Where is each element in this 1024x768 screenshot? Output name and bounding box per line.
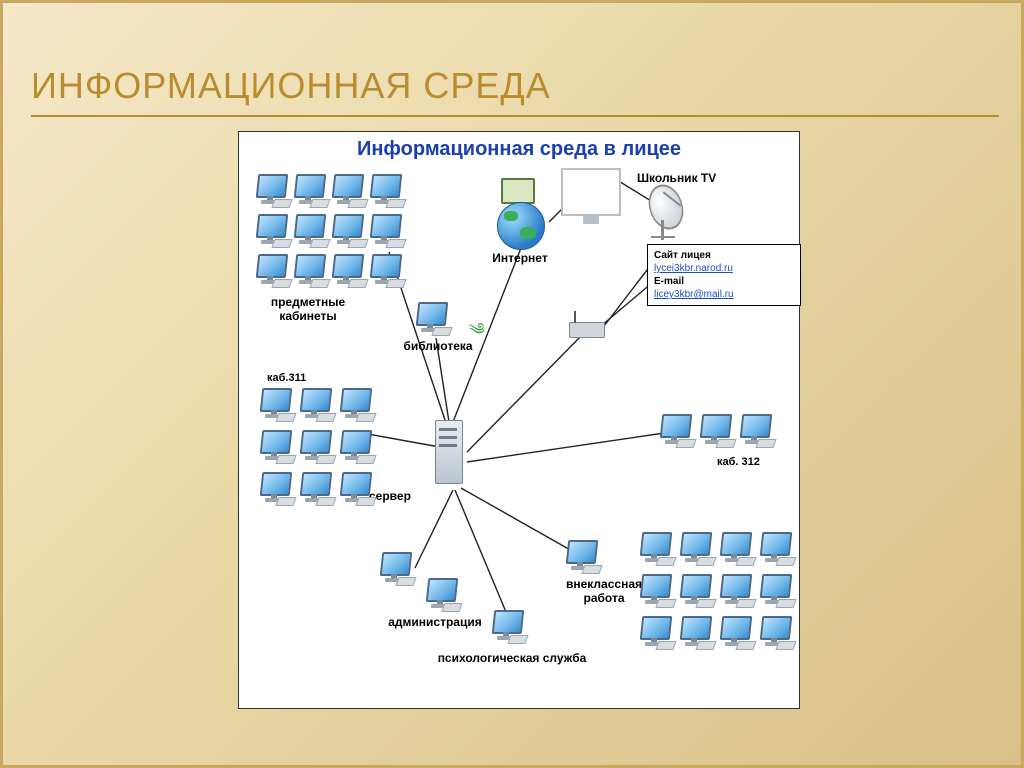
label-library: библиотека bbox=[393, 340, 483, 354]
computer-icon bbox=[639, 532, 673, 566]
computer-icon bbox=[331, 254, 365, 288]
label-admin: администрация bbox=[375, 616, 495, 630]
computer-icon bbox=[339, 430, 373, 464]
email-label: E-mail bbox=[654, 276, 684, 287]
computer-icon bbox=[679, 616, 713, 650]
computer-icon bbox=[255, 174, 289, 208]
computer-icon bbox=[759, 616, 793, 650]
computer-icon bbox=[331, 174, 365, 208]
site-label: Сайт лицея bbox=[654, 250, 711, 261]
label-psych: психологическая служба bbox=[437, 652, 587, 666]
computer-icon bbox=[369, 214, 403, 248]
computer-icon bbox=[659, 414, 693, 448]
computer-icon bbox=[565, 540, 599, 574]
computer-icon bbox=[339, 388, 373, 422]
label-tv: Школьник TV bbox=[637, 172, 747, 186]
computer-icon bbox=[259, 388, 293, 422]
label-kab312: каб. 312 bbox=[717, 456, 787, 469]
diagram-title: Информационная среда в лицее bbox=[239, 138, 799, 161]
computer-icon bbox=[759, 532, 793, 566]
computer-icon bbox=[679, 574, 713, 608]
computer-icon bbox=[639, 574, 673, 608]
contact-info-box: Сайт лицея lycei3kbr.narod.ru E-mail lic… bbox=[647, 244, 801, 306]
title-underline bbox=[31, 115, 999, 117]
computer-icon bbox=[339, 472, 373, 506]
computer-icon bbox=[379, 552, 413, 586]
computer-icon bbox=[299, 430, 333, 464]
label-kab311: каб.311 bbox=[267, 372, 327, 385]
computer-icon bbox=[259, 430, 293, 464]
label-server: сервер bbox=[369, 490, 429, 504]
computer-icon bbox=[699, 414, 733, 448]
router-icon bbox=[569, 322, 605, 338]
computer-icon bbox=[739, 414, 773, 448]
globe-icon bbox=[497, 202, 545, 250]
network-diagram: Информационная среда в лицее Интернет Шк… bbox=[238, 131, 800, 709]
computer-icon bbox=[293, 254, 327, 288]
computer-icon bbox=[293, 174, 327, 208]
computer-icon bbox=[255, 214, 289, 248]
computer-icon bbox=[719, 532, 753, 566]
computer-icon bbox=[299, 472, 333, 506]
satellite-dish-icon bbox=[639, 180, 699, 240]
computer-icon bbox=[299, 388, 333, 422]
slide: ИНФОРМАЦИОННАЯ СРЕДА Информационная сред… bbox=[0, 0, 1024, 768]
computer-icon bbox=[425, 578, 459, 612]
computer-icon bbox=[293, 214, 327, 248]
internet-pc-icon bbox=[501, 178, 535, 204]
computer-icon bbox=[719, 574, 753, 608]
projector-screen-icon bbox=[561, 168, 621, 216]
computer-icon bbox=[639, 616, 673, 650]
site-link[interactable]: lycei3kbr.narod.ru bbox=[654, 263, 733, 274]
label-internet: Интернет bbox=[485, 252, 555, 266]
computer-icon bbox=[331, 214, 365, 248]
label-subject-rooms: предметные кабинеты bbox=[253, 296, 363, 324]
computer-icon bbox=[255, 254, 289, 288]
email-link[interactable]: licey3kbr@mail.ru bbox=[654, 289, 734, 300]
slide-title: ИНФОРМАЦИОННАЯ СРЕДА bbox=[31, 65, 551, 107]
computer-icon bbox=[415, 302, 449, 336]
computer-icon bbox=[259, 472, 293, 506]
computer-icon bbox=[679, 532, 713, 566]
computer-icon bbox=[759, 574, 793, 608]
server-icon bbox=[429, 420, 467, 490]
computer-icon bbox=[369, 174, 403, 208]
computer-icon bbox=[719, 616, 753, 650]
computer-icon bbox=[369, 254, 403, 288]
computer-icon bbox=[491, 610, 525, 644]
